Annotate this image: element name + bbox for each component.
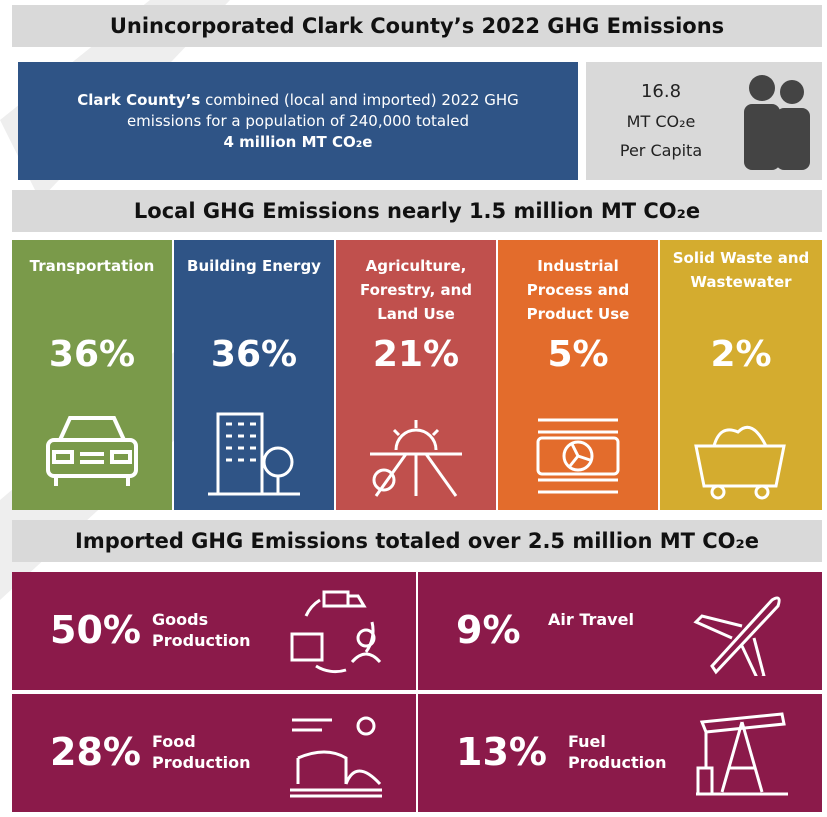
sector-name: Agriculture, Forestry, and Land Use [336,240,496,320]
imported-name: Air Travel [548,610,668,631]
imported-name: Food Production [152,732,272,774]
imported-name: Fuel Production [568,732,688,774]
sector: Agriculture, Forestry, and Land Use 21% [336,240,496,510]
sector: Transportation 36% [12,240,172,510]
food-icon [286,708,386,798]
sector: Building Energy 36% [174,240,334,510]
imported-item: 13% Fuel Production [418,694,822,812]
sector-share: 36% [174,334,334,375]
summary: Clark County’s combined (local and impor… [18,62,578,180]
car-icon [42,410,142,490]
building-icon [204,410,304,500]
sector-name: Transportation [12,240,172,320]
sector-share: 21% [336,334,496,375]
oil-pump-icon [692,708,792,798]
farm-icon [366,410,466,500]
sector-name: Industrial Process and Product Use [498,240,658,320]
per-capita-unit: MT CO₂e [606,108,716,137]
sector-name: Building Energy [174,240,334,320]
sector-name: Solid Waste and Wastewater [660,240,822,320]
people-icon [736,72,816,172]
imported-share: 9% [456,608,521,652]
per-capita-value: 16.8 [606,76,716,108]
sector: Industrial Process and Product Use 5% [498,240,658,510]
imported-share: 13% [456,730,547,774]
sector: Solid Waste and Wastewater 2% [660,240,822,510]
imported-title: Imported GHG Emissions totaled over 2.5 … [12,520,822,562]
imported-item: 28% Food Production [12,694,416,812]
sector-share: 36% [12,334,172,375]
imported-share: 28% [50,730,141,774]
plane-icon [692,586,792,676]
summary-lead: Clark County’s [77,91,200,109]
divider [12,690,822,694]
summary-total: 4 million MT CO₂e [38,132,558,153]
per-capita-label: Per Capita [606,137,716,166]
imported-share: 50% [50,608,141,652]
imported-item: 50% Goods Production [12,572,416,690]
title: Unincorporated Clark County’s 2022 GHG E… [12,5,822,47]
goods-icon [286,586,386,676]
sector-share: 5% [498,334,658,375]
sector-share: 2% [660,334,822,375]
waste-icon [690,410,790,500]
infographic: Unincorporated Clark County’s 2022 GHG E… [0,0,827,817]
imported-name: Goods Production [152,610,272,652]
per-capita: 16.8 MT CO₂e Per Capita [586,62,822,180]
industry-icon [528,410,628,500]
local-title: Local GHG Emissions nearly 1.5 million M… [12,190,822,232]
imported-item: 9% Air Travel [418,572,822,690]
